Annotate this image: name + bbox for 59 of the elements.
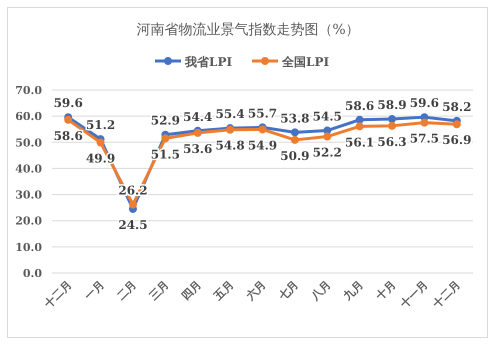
point bbox=[388, 115, 396, 124]
point bbox=[128, 200, 137, 209]
y-tick-label: 30.0 bbox=[15, 188, 42, 202]
point bbox=[420, 118, 428, 127]
data-label: 57.5 bbox=[410, 132, 440, 146]
x-tick-label: 七月 bbox=[276, 278, 302, 304]
data-label: 54.9 bbox=[248, 138, 278, 152]
x-tick-label: 五月 bbox=[210, 278, 236, 304]
x-tick-label: 一月 bbox=[82, 278, 107, 303]
data-label: 56.1 bbox=[345, 135, 374, 150]
data-label: 54.8 bbox=[216, 138, 245, 153]
point bbox=[290, 136, 299, 144]
data-label: 54.5 bbox=[312, 110, 342, 124]
point bbox=[64, 116, 72, 124]
x-tick-label: 六月 bbox=[243, 278, 269, 304]
data-label: 52.9 bbox=[150, 114, 180, 128]
data-label: 59.6 bbox=[410, 96, 440, 110]
point bbox=[290, 128, 299, 136]
data-label: 56.3 bbox=[377, 134, 407, 149]
y-tick-label: 20.0 bbox=[15, 214, 42, 228]
point bbox=[452, 120, 461, 128]
x-tick-label: 九月 bbox=[340, 278, 366, 304]
x-tick-label: 三月 bbox=[146, 278, 172, 303]
data-label: 58.6 bbox=[54, 128, 83, 143]
x-tick-label: 十一月 bbox=[397, 278, 431, 312]
data-label: 59.6 bbox=[54, 96, 83, 110]
x-tick-label: 十月 bbox=[372, 278, 398, 304]
data-label: 24.5 bbox=[118, 218, 148, 232]
data-label: 58.6 bbox=[345, 98, 374, 113]
x-tick-label: 十二月 bbox=[41, 278, 74, 312]
legend-label: 我省LPI bbox=[184, 55, 232, 69]
x-tick-label: 四月 bbox=[179, 278, 204, 303]
data-label: 58.9 bbox=[377, 98, 407, 112]
y-tick-label: 0.0 bbox=[22, 267, 42, 280]
data-label: 52.2 bbox=[312, 146, 342, 160]
data-label: 54.4 bbox=[183, 110, 212, 124]
chart-title: 河南省物流业景气指数走势图（%） bbox=[136, 22, 360, 38]
y-tick-label: 50.0 bbox=[15, 136, 42, 150]
point bbox=[323, 132, 332, 141]
data-label: 55.4 bbox=[216, 107, 245, 122]
x-tick-label: 十二月 bbox=[430, 278, 463, 312]
data-label: 51.2 bbox=[86, 118, 116, 132]
x-tick-label: 二月 bbox=[114, 278, 140, 303]
y-tick-label: 10.0 bbox=[15, 240, 42, 254]
data-label: 53.6 bbox=[183, 142, 212, 156]
y-tick-label: 70.0 bbox=[15, 84, 42, 97]
point bbox=[356, 122, 364, 130]
point bbox=[161, 134, 170, 142]
point bbox=[388, 122, 396, 130]
point bbox=[96, 138, 105, 147]
data-label: 56.9 bbox=[442, 133, 472, 148]
data-label: 50.9 bbox=[280, 148, 310, 163]
x-tick-label: 八月 bbox=[308, 278, 334, 304]
data-label: 53.8 bbox=[280, 111, 310, 126]
y-tick-label: 60.0 bbox=[15, 110, 42, 124]
data-label: 55.7 bbox=[248, 106, 278, 120]
legend-label: 全国LPI bbox=[281, 55, 330, 69]
data-label: 58.2 bbox=[442, 100, 472, 114]
y-tick-label: 40.0 bbox=[15, 162, 42, 176]
